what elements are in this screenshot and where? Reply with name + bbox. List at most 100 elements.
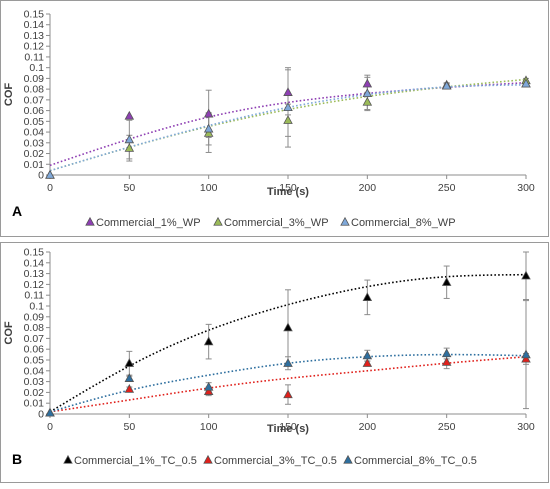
data-point-series-3 — [362, 350, 373, 360]
y-tick-label: 0 — [38, 170, 44, 182]
data-point-series-1 — [203, 108, 214, 118]
panel-frame — [0, 0, 549, 237]
data-point-series-3 — [283, 102, 293, 112]
data-point-series-1 — [283, 87, 293, 96]
data-point-series-1 — [362, 292, 373, 301]
y-tick-label: 0.13 — [24, 268, 45, 280]
x-tick-label: 200 — [359, 421, 377, 433]
data-point-series-3 — [45, 169, 55, 179]
data-point-series-2 — [124, 384, 135, 393]
data-point-series-3 — [124, 373, 135, 382]
y-tick-label: 0.09 — [24, 73, 45, 85]
x-tick-label: 150 — [279, 182, 297, 194]
x-tick-label: 200 — [359, 182, 377, 194]
y-tick-label: 0.11 — [24, 290, 44, 302]
y-tick-label: 0.12 — [24, 279, 45, 291]
y-tick-label: 0.03 — [24, 376, 45, 388]
data-point-series-1 — [124, 110, 135, 120]
data-point-series-2 — [283, 115, 293, 124]
legend-label: Commercial_8%_TC_0.5 — [354, 455, 477, 467]
data-point-series-1 — [441, 277, 452, 286]
y-tick-label: 0.06 — [24, 344, 45, 356]
x-tick-label: 100 — [200, 182, 218, 194]
y-tick-label: 0.07 — [24, 333, 45, 345]
y-tick-label: 0.12 — [24, 41, 45, 53]
y-tick-label: 0.04 — [24, 127, 45, 139]
legend-label: Commercial_3%_WP — [224, 217, 329, 229]
y-axis-title: COF — [3, 321, 15, 345]
y-tick-label: 0.02 — [24, 148, 45, 160]
x-tick-label: 50 — [123, 182, 135, 194]
legend-label: Commercial_1%_WP — [96, 217, 201, 229]
data-point-series-3 — [521, 78, 531, 88]
y-tick-label: 0.09 — [24, 311, 45, 323]
y-tick-label: 0.15 — [24, 247, 45, 259]
legend-label: Commercial_1%_TC_0.5 — [74, 455, 197, 467]
y-tick-label: 0.1 — [29, 62, 44, 74]
y-tick-label: 0.01 — [24, 159, 45, 171]
panel-frame — [0, 242, 549, 483]
legend-marker — [85, 216, 95, 226]
data-point-series-3 — [45, 407, 55, 417]
data-point-series-2 — [124, 143, 135, 152]
y-tick-label: 0.07 — [24, 94, 45, 106]
x-tick-label: 100 — [200, 421, 218, 433]
y-tick-label: 0.11 — [24, 51, 44, 63]
data-point-series-3 — [124, 134, 135, 144]
data-point-series-1 — [203, 336, 214, 346]
y-tick-label: 0.01 — [24, 398, 45, 410]
legend-marker — [203, 454, 213, 464]
legend-label: Commercial_8%_WP — [351, 217, 456, 229]
panel-label: B — [12, 451, 22, 467]
data-point-series-2 — [521, 353, 531, 363]
data-point-series-3 — [362, 88, 373, 98]
legend-marker — [213, 216, 223, 226]
data-point-series-3 — [203, 123, 214, 133]
legend-marker — [343, 454, 353, 464]
y-tick-label: 0.08 — [24, 84, 45, 96]
x-axis-title: Time (s) — [267, 423, 309, 435]
y-tick-label: 0.14 — [24, 257, 45, 269]
y-tick-label: 0.04 — [24, 365, 45, 377]
y-tick-label: 0.02 — [24, 387, 45, 399]
x-tick-label: 50 — [123, 421, 135, 433]
y-tick-label: 0.08 — [24, 322, 45, 334]
y-tick-label: 0.05 — [24, 355, 45, 367]
x-tick-label: 250 — [438, 421, 456, 433]
data-point-series-3 — [521, 349, 531, 359]
x-axis-title: Time (s) — [267, 186, 309, 198]
x-tick-label: 250 — [438, 182, 456, 194]
y-tick-label: 0 — [38, 409, 44, 421]
legend-marker — [340, 216, 350, 226]
y-tick-label: 0.06 — [24, 105, 45, 117]
y-tick-label: 0.1 — [29, 301, 44, 313]
x-tick-label: 300 — [517, 182, 535, 194]
legend-marker — [63, 454, 73, 464]
x-tick-label: 300 — [517, 421, 535, 433]
data-point-series-2 — [283, 389, 293, 399]
data-point-series-2 — [203, 386, 214, 395]
data-point-series-2 — [203, 128, 214, 137]
data-point-series-3 — [203, 381, 214, 391]
x-tick-label: 150 — [279, 421, 297, 433]
data-point-series-3 — [283, 358, 293, 367]
data-point-series-2 — [362, 96, 373, 106]
y-tick-label: 0.03 — [24, 137, 45, 149]
x-tick-label: 0 — [47, 182, 53, 194]
y-tick-label: 0.15 — [24, 9, 45, 21]
data-point-series-2 — [362, 358, 373, 367]
data-point-series-3 — [441, 348, 452, 358]
data-point-series-3 — [441, 80, 452, 90]
y-axis-title: COF — [3, 83, 15, 107]
panel-label: A — [12, 203, 22, 219]
x-tick-label: 0 — [47, 421, 53, 433]
y-tick-label: 0.13 — [24, 30, 45, 42]
data-point-series-2 — [441, 357, 452, 366]
legend-label: Commercial_3%_TC_0.5 — [214, 455, 337, 467]
data-point-series-1 — [362, 78, 373, 88]
data-point-series-1 — [283, 322, 293, 332]
y-tick-label: 0.05 — [24, 116, 45, 128]
data-point-series-1 — [124, 358, 135, 367]
